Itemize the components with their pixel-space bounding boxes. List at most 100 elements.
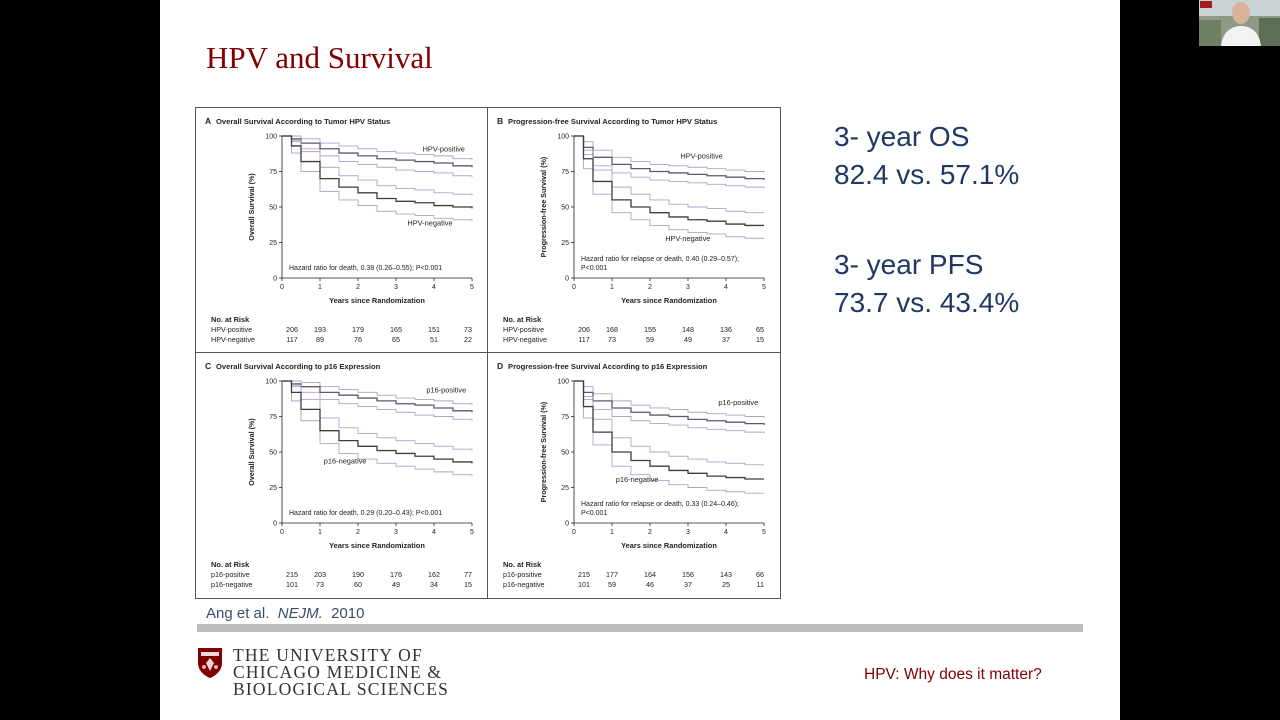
series-label: HPV-positive bbox=[680, 152, 722, 161]
x-tick-label: 0 bbox=[572, 284, 576, 291]
panel-b: B Progression-free Survival According to … bbox=[488, 108, 780, 352]
x-axis-label: Years since Randomization bbox=[621, 296, 717, 305]
survival-curve bbox=[282, 135, 473, 209]
risk-table-row-label: p16-positive bbox=[211, 570, 250, 579]
risk-table-header: No. at Risk bbox=[211, 315, 250, 324]
risk-table-cell: 215 bbox=[286, 570, 298, 579]
x-tick-label: 4 bbox=[432, 529, 436, 536]
risk-table-cell: 179 bbox=[352, 325, 364, 334]
webcam-thumbnail[interactable] bbox=[1199, 0, 1280, 46]
risk-table-cell: 156 bbox=[682, 570, 694, 579]
pfs-stat-label: 3- year PFS bbox=[834, 249, 984, 280]
chart-c: C Overall Survival According to p16 Expre… bbox=[205, 361, 474, 589]
hazard-ratio-annotation: Hazard ratio for relapse or death, 0.40 … bbox=[581, 256, 739, 263]
risk-table-cell: 65 bbox=[756, 325, 764, 334]
x-axis-label: Years since Randomization bbox=[329, 296, 425, 305]
y-tick-label: 50 bbox=[269, 205, 277, 212]
series-label: p16-positive bbox=[426, 385, 466, 394]
risk-table-cell: 59 bbox=[608, 580, 616, 589]
x-tick-label: 0 bbox=[280, 284, 284, 291]
survival-curve bbox=[574, 380, 764, 480]
x-tick-label: 4 bbox=[432, 284, 436, 291]
y-tick-label: 0 bbox=[565, 521, 569, 528]
x-tick-label: 2 bbox=[356, 284, 360, 291]
ci-lower-line bbox=[574, 135, 764, 239]
slide-title: HPV and Survival bbox=[206, 40, 433, 75]
x-tick-label: 3 bbox=[394, 284, 398, 291]
risk-table-cell: 65 bbox=[392, 335, 400, 344]
institution-line-1: THE UNIVERSITY OF bbox=[233, 645, 423, 665]
survival-curve bbox=[282, 380, 473, 464]
panel-c: C Overall Survival According to p16 Expre… bbox=[196, 353, 488, 597]
risk-table-header: No. at Risk bbox=[211, 560, 250, 569]
x-tick-label: 5 bbox=[470, 529, 474, 536]
risk-table-cell: 151 bbox=[428, 325, 440, 334]
ci-upper-line bbox=[574, 135, 764, 214]
risk-table-cell: 136 bbox=[720, 325, 732, 334]
y-tick-label: 25 bbox=[561, 240, 569, 247]
panel-divider-horizontal bbox=[196, 352, 780, 353]
institution-line-2: CHICAGO MEDICINE & bbox=[233, 662, 443, 682]
os-stat: 3- year OS 82.4 vs. 57.1% bbox=[834, 118, 1019, 194]
university-logo: THE UNIVERSITY OF CHICAGO MEDICINE & BIO… bbox=[197, 646, 448, 698]
series-label: p16-positive bbox=[718, 398, 758, 407]
risk-table-cell: 51 bbox=[430, 335, 438, 344]
citation-authors: Ang et al. bbox=[206, 605, 270, 622]
series-label: p16-negative bbox=[616, 475, 659, 484]
x-tick-label: 5 bbox=[762, 284, 766, 291]
risk-table-cell: 77 bbox=[464, 570, 472, 579]
y-tick-label: 75 bbox=[269, 169, 277, 176]
chart-a: A Overall Survival According to Tumor HPV… bbox=[205, 116, 474, 344]
presenter-video bbox=[1199, 0, 1280, 46]
risk-table-cell: 117 bbox=[286, 335, 297, 344]
panel-letter: D bbox=[497, 361, 503, 371]
risk-table-cell: 206 bbox=[286, 325, 298, 334]
risk-table-row-label: p16-positive bbox=[503, 570, 542, 579]
institution-line-3: BIOLOGICAL SCIENCES bbox=[233, 679, 450, 699]
survival-curve bbox=[574, 135, 764, 227]
risk-table-cell: 60 bbox=[354, 580, 362, 589]
ci-lower-line bbox=[282, 135, 473, 222]
hazard-ratio-annotation: P<0.001 bbox=[581, 510, 607, 517]
panel-d: D Progression-free Survival According to … bbox=[488, 353, 780, 597]
y-tick-label: 100 bbox=[265, 379, 277, 386]
chart-d: D Progression-free Survival According to … bbox=[497, 361, 766, 589]
risk-table-cell: 49 bbox=[684, 335, 692, 344]
panel-title: Overall Survival According to Tumor HPV … bbox=[216, 117, 390, 126]
risk-table-cell: 203 bbox=[314, 570, 326, 579]
y-tick-label: 75 bbox=[561, 169, 569, 176]
series-label: HPV-negative bbox=[407, 218, 452, 227]
risk-table-cell: 165 bbox=[390, 325, 402, 334]
y-tick-label: 75 bbox=[269, 414, 277, 421]
y-tick-label: 100 bbox=[265, 134, 277, 141]
risk-table-cell: 176 bbox=[390, 570, 402, 579]
os-stat-label: 3- year OS bbox=[834, 121, 970, 152]
risk-table-cell: 193 bbox=[314, 325, 326, 334]
risk-table-cell: 117 bbox=[578, 335, 589, 344]
x-tick-label: 1 bbox=[318, 284, 322, 291]
y-tick-label: 25 bbox=[561, 485, 569, 492]
risk-table-cell: 89 bbox=[316, 335, 324, 344]
risk-table-row-label: p16-negative bbox=[211, 580, 253, 589]
risk-table-cell: 49 bbox=[392, 580, 400, 589]
pfs-stat: 3- year PFS 73.7 vs. 43.4% bbox=[834, 246, 1019, 322]
panel-title: Progression-free Survival According to p… bbox=[508, 362, 708, 371]
survival-curve bbox=[574, 135, 765, 181]
chart-b: B Progression-free Survival According to … bbox=[497, 116, 766, 344]
hazard-ratio-annotation: P<0.001 bbox=[581, 265, 607, 272]
y-tick-label: 100 bbox=[557, 134, 569, 141]
y-axis-label: Progression-free Survival (%) bbox=[539, 156, 548, 257]
ci-upper-line bbox=[282, 380, 473, 406]
x-tick-label: 5 bbox=[762, 529, 766, 536]
risk-table-cell: 73 bbox=[316, 580, 324, 589]
y-tick-label: 50 bbox=[269, 450, 277, 457]
series-label: HPV-negative bbox=[665, 234, 710, 243]
risk-table-cell: 11 bbox=[757, 580, 764, 589]
hazard-ratio-annotation: Hazard ratio for relapse or death, 0.33 … bbox=[581, 501, 739, 508]
y-tick-label: 0 bbox=[565, 276, 569, 283]
x-tick-label: 2 bbox=[648, 529, 652, 536]
x-tick-label: 1 bbox=[318, 529, 322, 536]
risk-table-cell: 76 bbox=[354, 335, 362, 344]
risk-table-row-label: p16-negative bbox=[503, 580, 545, 589]
x-tick-label: 3 bbox=[394, 529, 398, 536]
